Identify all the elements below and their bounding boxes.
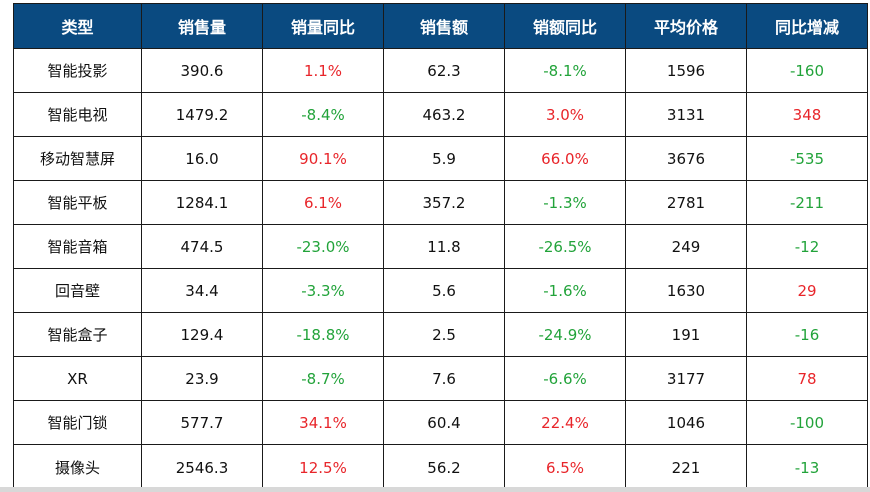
header-revenue: 销售额 — [383, 3, 505, 49]
cell-revenue: 2.5 — [383, 312, 505, 357]
cell-revenue-yoy: -26.5% — [504, 224, 626, 269]
cell-type: 智能盒子 — [13, 312, 142, 357]
cell-revenue: 5.9 — [383, 136, 505, 181]
cell-avg-price: 221 — [625, 444, 747, 491]
header-volume-yoy: 销量同比 — [262, 3, 384, 49]
cell-revenue: 7.6 — [383, 356, 505, 401]
cell-type: 智能门锁 — [13, 400, 142, 445]
table-row: 智能投影 390.6 1.1% 62.3 -8.1% 1596 -160 — [13, 48, 868, 93]
cell-type: 智能投影 — [13, 48, 142, 93]
cell-price-change: -12 — [746, 224, 868, 269]
cell-type: 摄像头 — [13, 444, 142, 491]
table-header: 类型 销售量 销量同比 销售额 销额同比 平均价格 同比增减 — [13, 3, 868, 49]
cell-avg-price: 2781 — [625, 180, 747, 225]
cell-revenue-yoy: 66.0% — [504, 136, 626, 181]
header-avg-price: 平均价格 — [625, 3, 747, 49]
table-row: 摄像头 2546.3 12.5% 56.2 6.5% 221 -13 — [13, 444, 868, 491]
cell-revenue-yoy: -1.3% — [504, 180, 626, 225]
cell-price-change: 78 — [746, 356, 868, 401]
cell-revenue: 60.4 — [383, 400, 505, 445]
cell-revenue: 5.6 — [383, 268, 505, 313]
cell-volume-yoy: 12.5% — [262, 444, 384, 491]
cell-revenue: 56.2 — [383, 444, 505, 491]
cell-price-change: -535 — [746, 136, 868, 181]
cell-volume-yoy: -23.0% — [262, 224, 384, 269]
table-row: 回音壁 34.4 -3.3% 5.6 -1.6% 1630 29 — [13, 268, 868, 313]
table-body: 智能投影 390.6 1.1% 62.3 -8.1% 1596 -160 智能电视 1479.2… — [13, 48, 868, 491]
cell-revenue-yoy: 22.4% — [504, 400, 626, 445]
cell-volume-yoy: 90.1% — [262, 136, 384, 181]
cell-volume: 2546.3 — [141, 444, 263, 491]
cell-volume: 1479.2 — [141, 92, 263, 137]
cell-volume: 1284.1 — [141, 180, 263, 225]
cell-price-change: -100 — [746, 400, 868, 445]
cell-avg-price: 3177 — [625, 356, 747, 401]
cell-revenue-yoy: -24.9% — [504, 312, 626, 357]
table-row: 智能平板 1284.1 6.1% 357.2 -1.3% 2781 -211 — [13, 180, 868, 225]
cell-price-change: 348 — [746, 92, 868, 137]
table-row: 智能门锁 577.7 34.1% 60.4 22.4% 1046 -100 — [13, 400, 868, 445]
cell-volume: 34.4 — [141, 268, 263, 313]
cell-price-change: -160 — [746, 48, 868, 93]
cell-revenue: 463.2 — [383, 92, 505, 137]
cell-type: 智能平板 — [13, 180, 142, 225]
cell-volume: 577.7 — [141, 400, 263, 445]
table-row: 智能盒子 129.4 -18.8% 2.5 -24.9% 191 -16 — [13, 312, 868, 357]
sales-table: 类型 销售量 销量同比 销售额 销额同比 平均价格 同比增减 智能投影 390.6… — [13, 3, 868, 491]
cell-type: 移动智慧屏 — [13, 136, 142, 181]
header-revenue-yoy: 销额同比 — [504, 3, 626, 49]
cell-price-change: -13 — [746, 444, 868, 491]
cell-volume-yoy: 34.1% — [262, 400, 384, 445]
cell-revenue: 62.3 — [383, 48, 505, 93]
cell-avg-price: 1630 — [625, 268, 747, 313]
cell-revenue: 11.8 — [383, 224, 505, 269]
cell-volume-yoy: 6.1% — [262, 180, 384, 225]
cell-revenue-yoy: -8.1% — [504, 48, 626, 93]
cell-price-change: -16 — [746, 312, 868, 357]
cell-type: XR — [13, 356, 142, 401]
cell-type: 回音壁 — [13, 268, 142, 313]
cell-volume-yoy: -8.7% — [262, 356, 384, 401]
cell-volume-yoy: 1.1% — [262, 48, 384, 93]
cell-volume: 390.6 — [141, 48, 263, 93]
cell-avg-price: 3676 — [625, 136, 747, 181]
cell-volume: 23.9 — [141, 356, 263, 401]
header-price-change: 同比增减 — [746, 3, 868, 49]
cell-revenue: 357.2 — [383, 180, 505, 225]
cell-revenue-yoy: -1.6% — [504, 268, 626, 313]
cell-avg-price: 191 — [625, 312, 747, 357]
header-row: 类型 销售量 销量同比 销售额 销额同比 平均价格 同比增减 — [13, 3, 868, 49]
bottom-edge — [0, 487, 870, 492]
cell-avg-price: 249 — [625, 224, 747, 269]
cell-avg-price: 1046 — [625, 400, 747, 445]
cell-price-change: 29 — [746, 268, 868, 313]
header-type: 类型 — [13, 3, 142, 49]
cell-type: 智能电视 — [13, 92, 142, 137]
cell-avg-price: 3131 — [625, 92, 747, 137]
table-row: 智能电视 1479.2 -8.4% 463.2 3.0% 3131 348 — [13, 92, 868, 137]
cell-volume-yoy: -3.3% — [262, 268, 384, 313]
header-volume: 销售量 — [141, 3, 263, 49]
cell-volume-yoy: -18.8% — [262, 312, 384, 357]
cell-revenue-yoy: -6.6% — [504, 356, 626, 401]
table-row: 智能音箱 474.5 -23.0% 11.8 -26.5% 249 -12 — [13, 224, 868, 269]
cell-price-change: -211 — [746, 180, 868, 225]
cell-volume-yoy: -8.4% — [262, 92, 384, 137]
cell-volume: 474.5 — [141, 224, 263, 269]
table-row: 移动智慧屏 16.0 90.1% 5.9 66.0% 3676 -535 — [13, 136, 868, 181]
cell-avg-price: 1596 — [625, 48, 747, 93]
table-row: XR 23.9 -8.7% 7.6 -6.6% 3177 78 — [13, 356, 868, 401]
cell-revenue-yoy: 6.5% — [504, 444, 626, 491]
cell-type: 智能音箱 — [13, 224, 142, 269]
cell-volume: 16.0 — [141, 136, 263, 181]
cell-revenue-yoy: 3.0% — [504, 92, 626, 137]
cell-volume: 129.4 — [141, 312, 263, 357]
